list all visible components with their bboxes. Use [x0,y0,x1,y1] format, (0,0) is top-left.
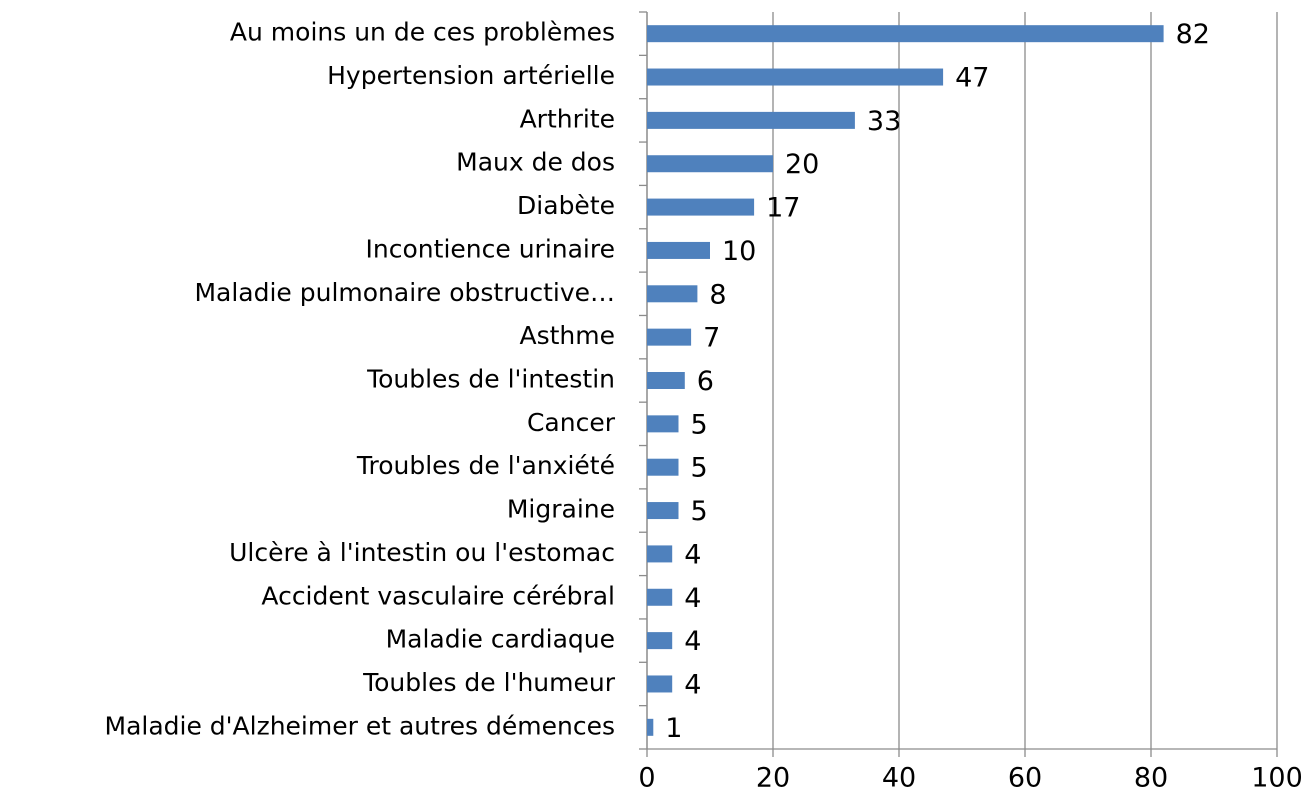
data-label: 5 [691,409,708,440]
data-label: 17 [766,193,800,224]
bar [647,155,773,173]
y-tick-label: Maladie cardiaque [386,625,615,654]
x-tick-label: 0 [638,763,655,794]
x-tick-label: 80 [1134,763,1168,794]
y-tick-label: Cancer [527,408,616,437]
y-tick-label: Hypertension artérielle [327,61,615,90]
x-tick-label: 20 [756,763,790,794]
bar [647,458,679,476]
bar [647,328,692,346]
bar [647,588,673,606]
y-tick-label: Incontience urinaire [366,234,615,263]
data-label: 6 [697,366,714,397]
data-label: 33 [867,106,901,137]
data-label: 5 [691,453,708,484]
y-tick-label: Maladie pulmonaire obstructive… [194,278,615,307]
data-label: 4 [684,583,701,614]
y-tick-label: Maladie d'Alzheimer et autres démences [105,711,616,740]
x-tick-label: 40 [882,763,916,794]
bar [647,285,698,303]
data-label: 4 [684,626,701,657]
data-label: 7 [703,323,720,354]
bar [647,198,755,216]
bar [647,372,685,389]
data-label: 4 [684,539,701,570]
bar [647,502,679,520]
bar [647,675,673,693]
bar [647,718,654,736]
bar [647,241,710,259]
data-label: 4 [684,669,701,700]
y-tick-label: Accident vasculaire cérébral [261,581,615,610]
bar [647,68,944,86]
x-tick-label: 100 [1251,763,1303,794]
y-tick-label: Au moins un de ces problèmes [230,18,615,47]
y-tick-label: Maux de dos [456,148,615,177]
y-tick-label: Migraine [507,495,615,524]
data-label: 5 [691,496,708,527]
bar [647,415,679,433]
bar [647,111,855,129]
y-tick-label: Diabète [517,191,615,220]
y-tick-label: Troubles de l'anxiété [356,451,615,480]
y-tick-label: Arthrite [520,104,615,133]
y-tick-label: Asthme [519,321,615,350]
data-label: 10 [722,236,756,267]
x-tick-label: 60 [1008,763,1042,794]
data-label: 47 [955,63,989,94]
y-tick-label: Toubles de l'intestin [366,365,615,394]
y-tick-label: Toubles de l'humeur [362,668,616,697]
bar [647,545,673,563]
data-label: 82 [1176,19,1210,50]
bar [647,632,673,650]
bar [647,25,1164,43]
y-tick-label: Ulcère à l'intestin ou l'estomac [229,538,615,567]
data-label: 8 [709,279,726,310]
data-label: 1 [665,713,682,744]
data-label: 20 [785,149,819,180]
